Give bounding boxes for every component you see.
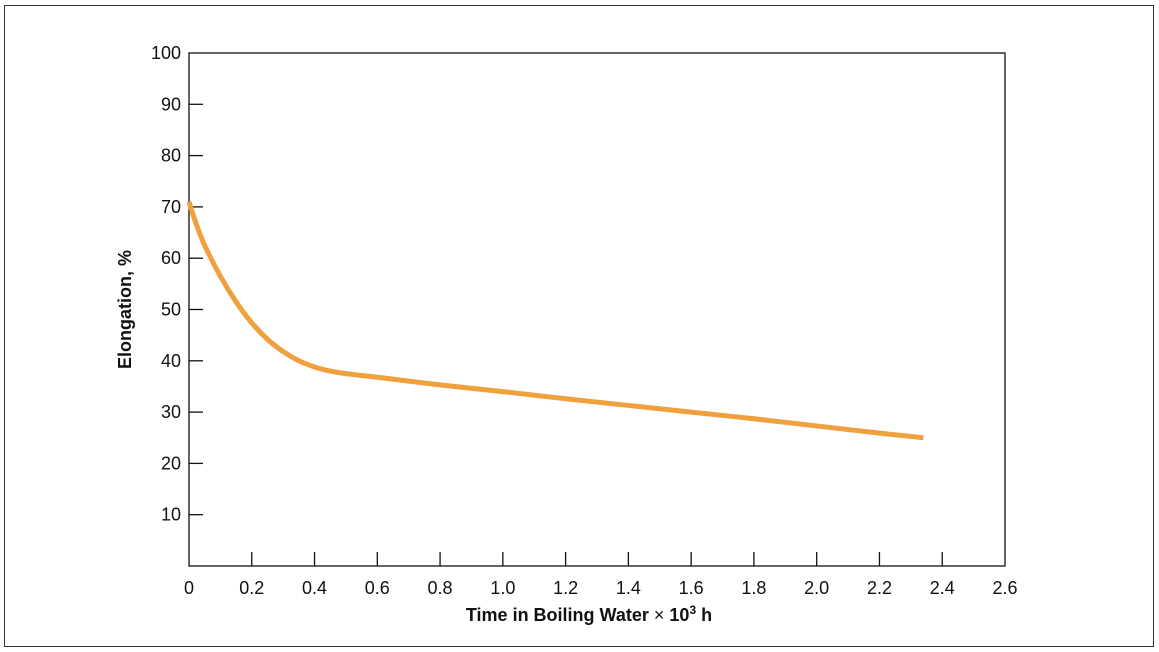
x-tick-label: 1.0 (490, 578, 515, 598)
x-tick-label: 2.4 (930, 578, 955, 598)
x-tick-label: 0.4 (302, 578, 327, 598)
x-tick-label: 2.2 (867, 578, 892, 598)
y-tick-label: 70 (161, 197, 181, 217)
x-tick-label: 1.4 (616, 578, 641, 598)
y-tick-label: 50 (161, 300, 181, 320)
x-tick-label: 0.2 (239, 578, 264, 598)
y-axis: 10 20 30 40 50 60 70 80 90 100 (151, 43, 203, 525)
series-layer (186, 201, 924, 441)
x-tick-label: 1.2 (553, 578, 578, 598)
chart-frame: 10 20 30 40 50 60 70 80 90 100 0 0.2 0.4 0.6 0.8 1.0 1.… (4, 5, 1154, 647)
x-tick-label: 2.6 (992, 578, 1017, 598)
y-tick-label: 30 (161, 402, 181, 422)
x-tick-label: 0.8 (428, 578, 453, 598)
elongation-line-chart: 10 20 30 40 50 60 70 80 90 100 0 0.2 0.4 0.6 0.8 1.0 1.… (115, 43, 1018, 625)
x-axis: 0 0.2 0.4 0.6 0.8 1.0 1.2 1.4 1.6 1.8 2.0 2.2 2.4 2.6 (184, 552, 1018, 598)
x-tick-label: 0 (184, 578, 194, 598)
x-tick-label: 0.6 (365, 578, 390, 598)
y-tick-label: 40 (161, 351, 181, 371)
y-tick-label: 80 (161, 146, 181, 166)
x-tick-label: 1.8 (741, 578, 766, 598)
x-tick-label: 2.0 (804, 578, 829, 598)
y-tick-label: 90 (161, 94, 181, 114)
x-axis-title-main: Time in Boiling Water (466, 605, 654, 625)
x-axis-title-unit: h (696, 605, 712, 625)
y-axis-title: Elongation, % (115, 250, 135, 369)
y-tick-label: 100 (151, 43, 181, 63)
x-axis-title: Time in Boiling Water × 103 h (466, 603, 712, 625)
x-axis-title-times: × (654, 605, 665, 625)
x-tick-label: 1.6 (679, 578, 704, 598)
elongation-series-line (186, 201, 924, 441)
x-axis-title-exp: 3 (689, 603, 696, 617)
plot-area (188, 52, 1006, 567)
y-tick-label: 20 (161, 453, 181, 473)
plot-border (188, 52, 1006, 567)
y-tick-label: 10 (161, 505, 181, 525)
y-tick-label: 60 (161, 248, 181, 268)
x-axis-title-base: 10 (664, 605, 689, 625)
